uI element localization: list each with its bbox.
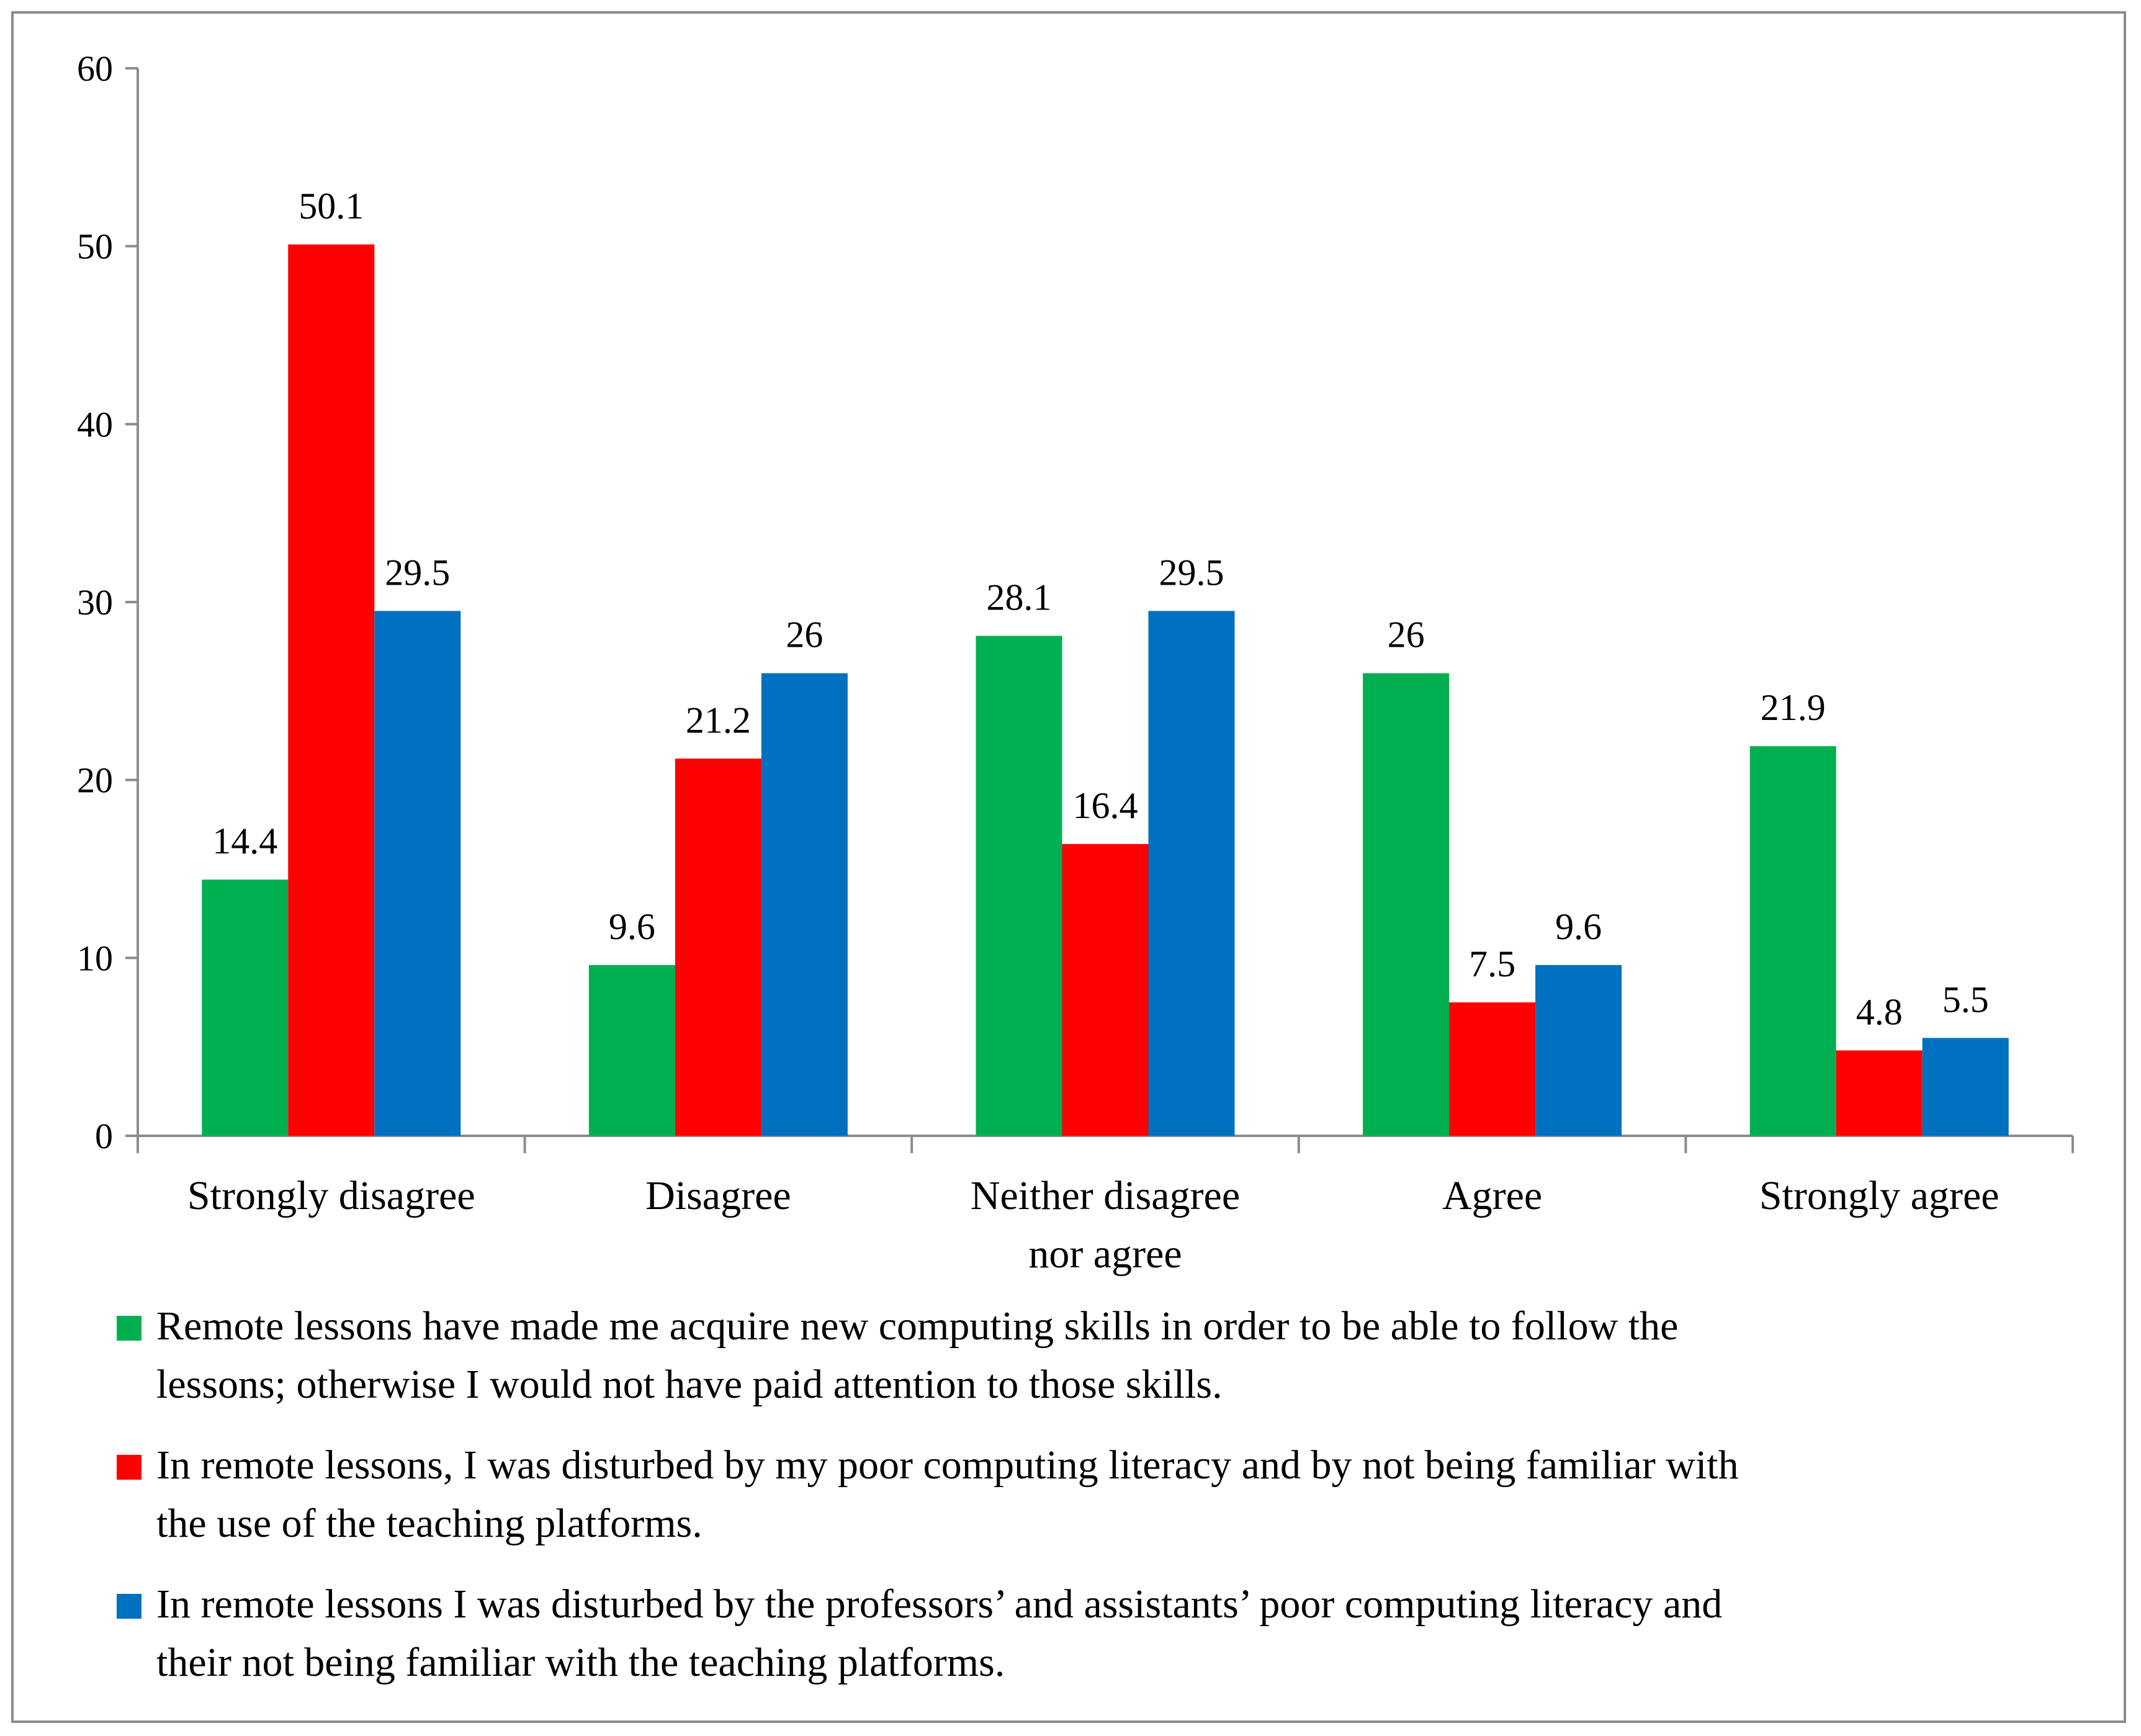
bar-series-3	[1148, 611, 1235, 1136]
x-category-label: Neither disagree	[971, 1173, 1240, 1218]
bar-series-1	[588, 965, 675, 1136]
legend-text-line: their not being familiar with the teachi…	[156, 1640, 1005, 1685]
data-label: 21.2	[686, 699, 751, 740]
axes: 0 10 20 30 40 50 60 Strongly disagree Disagree Ne…	[77, 48, 2074, 1277]
bar-series-2	[1449, 1002, 1536, 1136]
legend-item-series-3: In remote lessons I was disturbed by the…	[112, 1575, 2098, 1692]
data-label: 26	[1388, 614, 1425, 655]
legend-item-series-1: Remote lessons have made me acquire new …	[112, 1297, 2098, 1414]
bar-series-2	[1062, 843, 1149, 1136]
data-label: 9.6	[1555, 906, 1602, 947]
y-tick-label: 40	[77, 404, 113, 444]
y-tick-label: 30	[77, 582, 113, 623]
bar-series-1	[202, 879, 289, 1136]
bar-series-2	[1836, 1050, 1923, 1136]
data-label: 50.1	[298, 186, 364, 227]
legend: Remote lessons have made me acquire new …	[112, 1297, 2098, 1714]
legend-text-line: In remote lessons, I was disturbed by my…	[156, 1442, 1739, 1488]
y-tick-label: 50	[77, 227, 113, 267]
y-tick-label: 10	[77, 938, 113, 978]
legend-swatch-green	[117, 1316, 141, 1341]
bar-series-3	[761, 673, 848, 1136]
data-label: 29.5	[1159, 552, 1224, 593]
y-tick-label: 20	[77, 760, 113, 801]
bar-series-1	[1363, 673, 1450, 1136]
y-tick-label: 60	[77, 48, 113, 89]
data-label: 26	[786, 614, 823, 655]
data-label: 4.8	[1856, 991, 1903, 1032]
legend-text-line: lessons; otherwise I would not have paid…	[156, 1362, 1223, 1407]
y-tick-label: 0	[95, 1116, 113, 1156]
data-label: 14.4	[212, 821, 277, 861]
bar-series-1	[1749, 746, 1836, 1136]
data-label: 9.6	[609, 906, 655, 947]
data-label: 5.5	[1942, 979, 1989, 1020]
bar-chart: 0 10 20 30 40 50 60 Strongly disagree Disagree Ne…	[77, 48, 2074, 1277]
x-category-label: Strongly disagree	[187, 1173, 475, 1218]
data-label: 7.5	[1469, 943, 1515, 984]
legend-swatch-red	[117, 1455, 141, 1480]
data-label: 21.9	[1761, 687, 1826, 728]
legend-text-line: the use of the teaching platforms.	[156, 1501, 702, 1546]
x-category-label: Disagree	[645, 1173, 791, 1218]
bars	[202, 244, 2009, 1136]
bar-series-3	[1535, 965, 1622, 1136]
legend-text-line: Remote lessons have made me acquire new …	[156, 1303, 1679, 1349]
data-labels: 14.4 9.6 28.1 26 21.9 50.1 21.2 16.4 7.5 4.8 29.5 2…	[212, 186, 1988, 1033]
bar-series-2	[288, 244, 375, 1136]
legend-item-series-2: In remote lessons, I was disturbed by my…	[112, 1436, 2098, 1553]
x-category-label: Agree	[1442, 1173, 1542, 1218]
chart-frame	[11, 11, 2126, 1723]
bar-series-3	[1922, 1038, 2009, 1136]
data-label: 29.5	[385, 552, 450, 593]
data-label: 28.1	[987, 577, 1052, 618]
x-category-label: nor agree	[1028, 1231, 1182, 1277]
data-label: 16.4	[1073, 785, 1138, 826]
bar-series-2	[675, 758, 761, 1136]
legend-text-line: In remote lessons I was disturbed by the…	[156, 1581, 1723, 1627]
bar-series-3	[374, 611, 461, 1136]
legend-swatch-blue	[117, 1594, 141, 1619]
x-category-label: Strongly agree	[1759, 1173, 2000, 1218]
bar-series-1	[976, 636, 1062, 1136]
